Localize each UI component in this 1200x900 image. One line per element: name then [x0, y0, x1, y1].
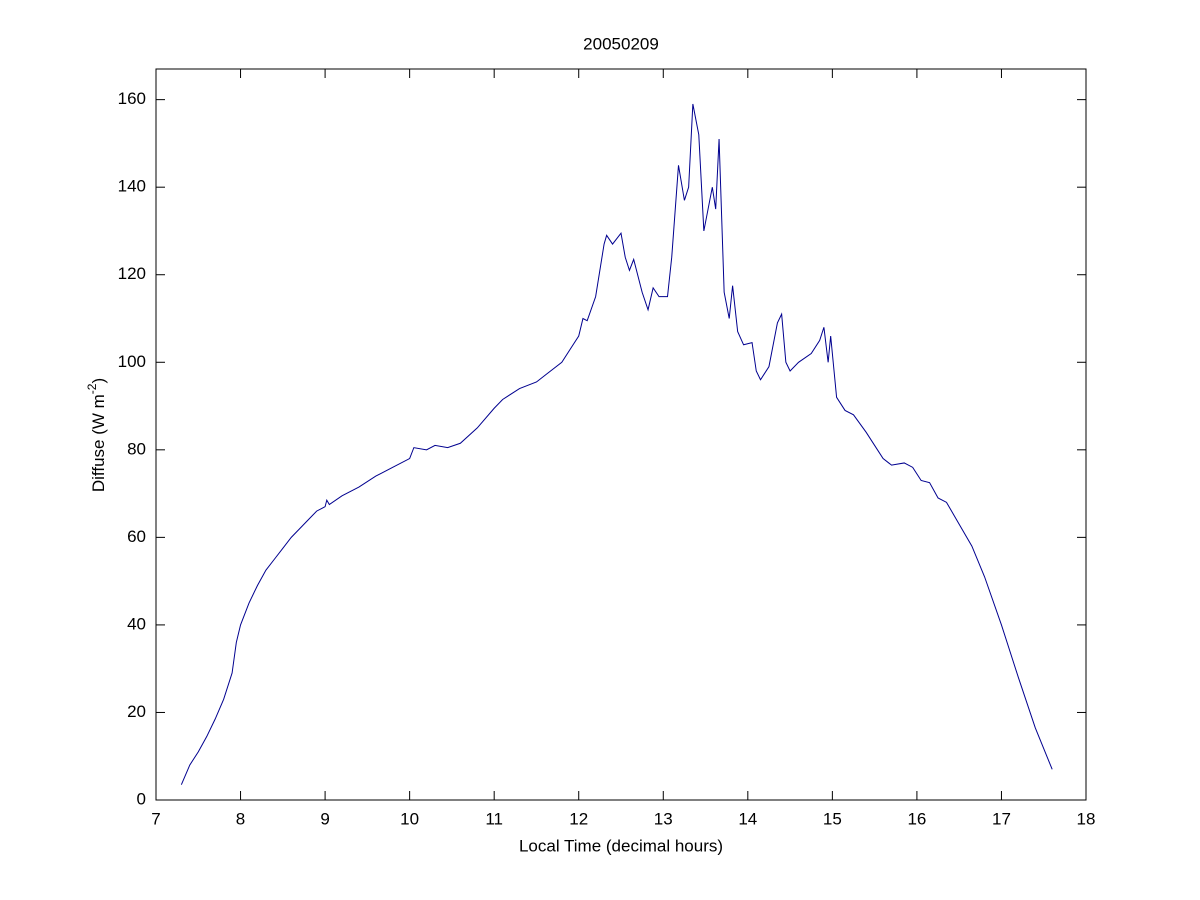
x-tick-label: 16 — [907, 809, 926, 828]
y-tick-label: 60 — [127, 527, 146, 546]
y-tick-label: 40 — [127, 614, 146, 633]
y-tick-label: 140 — [118, 177, 146, 196]
y-label-superscript: -2 — [85, 383, 99, 394]
y-tick-label: 100 — [118, 352, 146, 371]
x-tick-label: 13 — [654, 809, 673, 828]
y-tick-label: 120 — [118, 264, 146, 283]
x-tick-label: 10 — [400, 809, 419, 828]
plot-frame — [155, 68, 1087, 801]
chart-title: 20050209 — [583, 34, 659, 53]
x-tick-label: 17 — [992, 809, 1011, 828]
x-tick-label: 9 — [320, 809, 329, 828]
x-tick-label: 7 — [151, 809, 160, 828]
x-tick-label: 8 — [236, 809, 245, 828]
x-tick-label: 12 — [569, 809, 588, 828]
x-tick-label: 14 — [738, 809, 757, 828]
x-axis-label: Local Time (decimal hours) — [519, 836, 723, 855]
y-tick-label: 0 — [137, 789, 146, 808]
y-tick-label: 160 — [118, 89, 146, 108]
data-line — [180, 103, 1053, 785]
y-label-text: Diffuse (W m — [89, 394, 108, 492]
y-axis-label: Diffuse (W m-2) — [85, 378, 108, 492]
x-tick-label: 11 — [485, 809, 503, 828]
x-tick-label: 15 — [823, 809, 842, 828]
x-tick-label: 18 — [1077, 809, 1096, 828]
y-tick-label: 20 — [127, 702, 146, 721]
y-label-suffix: ) — [89, 378, 108, 384]
y-tick-label: 80 — [127, 439, 146, 458]
